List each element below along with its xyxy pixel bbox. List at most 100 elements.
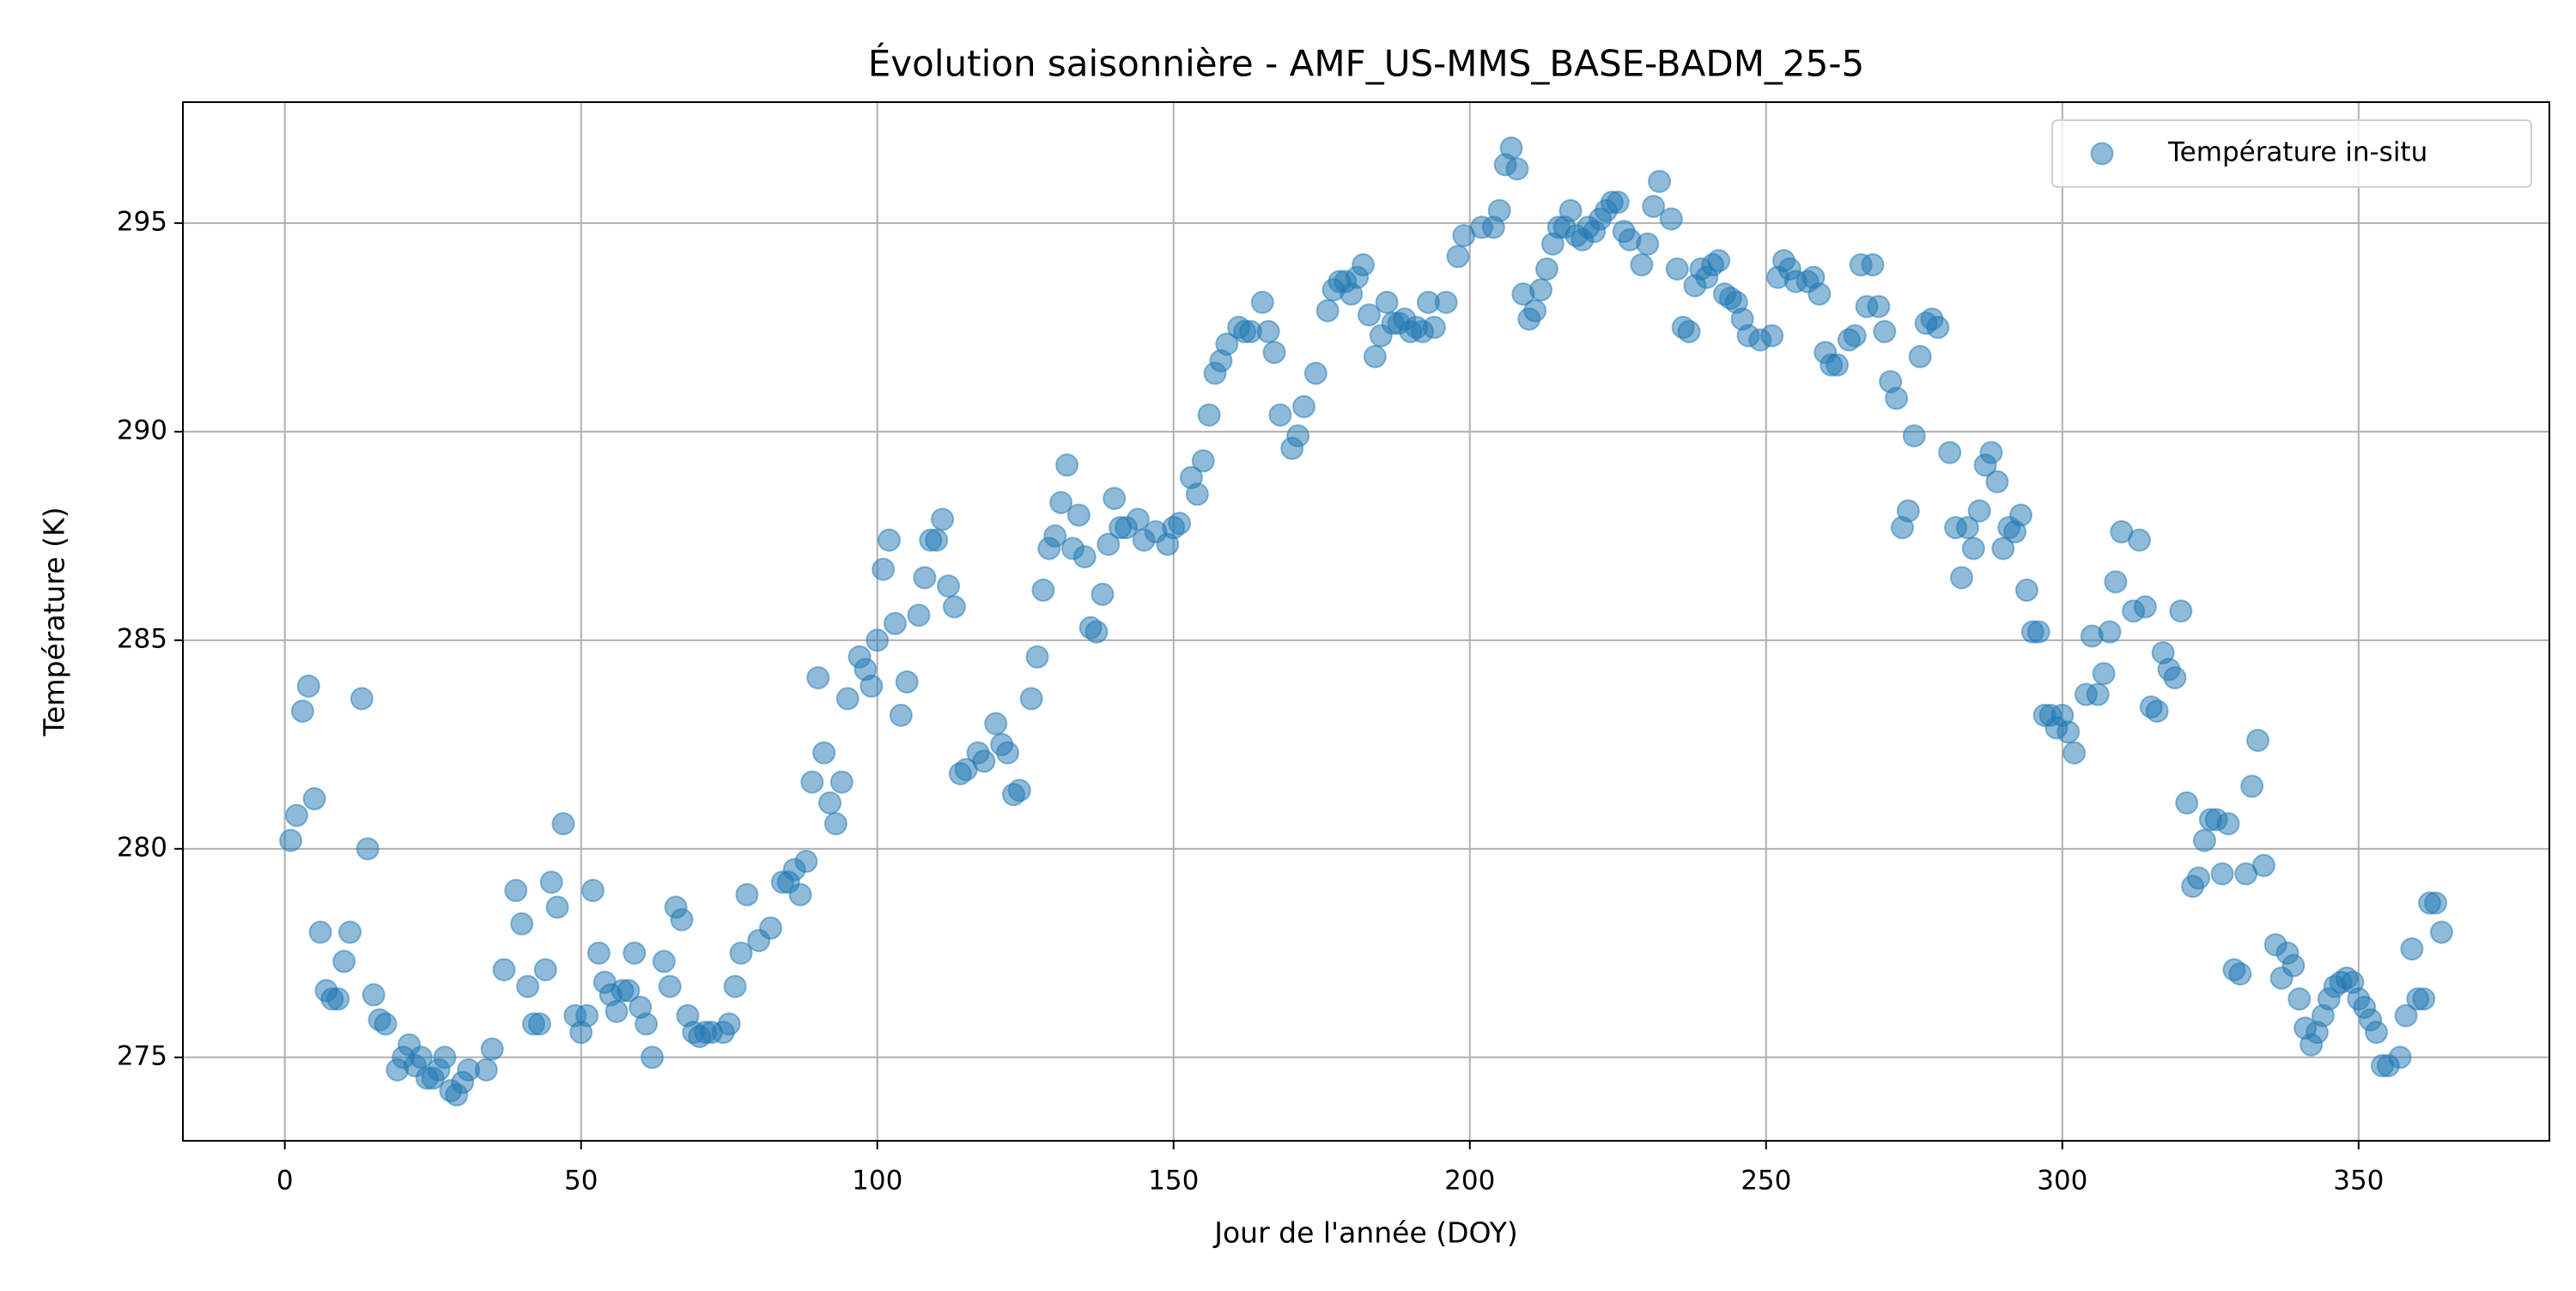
scatter-point — [806, 666, 830, 690]
scatter-point — [2086, 682, 2110, 706]
scatter-point — [2246, 728, 2270, 752]
scatter-point — [1084, 620, 1109, 644]
scatter-point — [2104, 570, 2128, 594]
scatter-point — [1066, 503, 1091, 527]
scatter-point — [996, 741, 1020, 765]
scatter-point — [931, 507, 955, 531]
x-tick-label: 300 — [2037, 1166, 2087, 1197]
scatter-point — [670, 907, 694, 931]
scatter-point — [1091, 582, 1115, 606]
scatter-point — [1949, 566, 1973, 590]
scatter-point — [308, 920, 332, 944]
scatter-point — [984, 712, 1008, 736]
scatter-point — [1375, 290, 1399, 314]
x-tick-label: 0 — [276, 1166, 294, 1197]
scatter-point — [717, 1012, 741, 1036]
scatter-point — [492, 958, 516, 982]
scatter-point — [2098, 620, 2122, 644]
scatter-point — [2127, 528, 2151, 552]
scatter-point — [2186, 866, 2210, 890]
scatter-point — [1422, 315, 1446, 339]
scatter-point — [1055, 453, 1079, 477]
scatter-point — [527, 1012, 551, 1036]
x-tick-label: 50 — [564, 1166, 598, 1197]
scatter-point — [1760, 324, 1784, 348]
scatter-point — [942, 595, 966, 619]
scatter-point — [2169, 599, 2193, 623]
scatter-point — [1256, 319, 1280, 343]
scatter-point — [1926, 315, 1950, 339]
scatter-point — [1031, 579, 1055, 603]
scatter-point — [539, 870, 563, 894]
y-tick-label: 290 — [117, 415, 167, 445]
scatter-point — [823, 812, 848, 836]
scatter-point — [658, 974, 682, 998]
scatter-point — [800, 770, 824, 794]
x-axis-label: Jour de l'année (DOY) — [1212, 1216, 1518, 1250]
scatter-point — [581, 878, 605, 902]
x-tick-label: 350 — [2333, 1166, 2384, 1197]
scatter-point — [794, 849, 818, 873]
scatter-point — [504, 878, 528, 902]
scatter-point — [623, 941, 647, 965]
scatter-point — [1979, 440, 2003, 464]
scatter-point — [1363, 344, 1387, 368]
scatter-point — [1826, 353, 1850, 377]
x-tick-label: 100 — [852, 1166, 902, 1197]
scatter-point — [1867, 294, 1891, 318]
scatter-point — [2192, 828, 2216, 852]
scatter-point — [788, 882, 812, 906]
scatter-point — [1215, 332, 1239, 356]
scatter-point — [2057, 720, 2081, 744]
scatter-point — [1292, 395, 1316, 419]
scatter-point — [1630, 253, 1654, 277]
scatter-point — [2365, 1021, 2389, 1045]
scatter-point — [2092, 662, 2116, 686]
scatter-point — [1955, 516, 1979, 540]
scatter-point — [1286, 424, 1310, 448]
scatter-point — [860, 674, 884, 698]
scatter-point — [2429, 920, 2453, 944]
scatter-point — [925, 528, 949, 552]
scatter-point — [1985, 470, 2009, 494]
scatter-point — [516, 974, 540, 998]
legend-marker — [2090, 142, 2114, 166]
scatter-point — [1049, 491, 1073, 515]
scatter-point — [2251, 853, 2275, 877]
x-tick-label: 150 — [1148, 1166, 1199, 1197]
scatter-point — [883, 611, 907, 635]
scatter-point — [474, 1058, 498, 1082]
scatter-point — [2412, 987, 2436, 1011]
scatter-point — [1487, 198, 1511, 222]
scatter-point — [1352, 253, 1376, 277]
scatter-point — [1357, 303, 1381, 327]
scatter-point — [1991, 536, 2015, 561]
scatter-point — [279, 828, 303, 852]
scatter-point — [617, 979, 641, 1003]
scatter-point — [2014, 579, 2038, 603]
scatter-point — [302, 787, 326, 811]
y-tick-label: 295 — [117, 206, 167, 237]
scatter-point — [2210, 862, 2234, 886]
scatter-point — [2287, 987, 2312, 1011]
scatter-point — [533, 958, 557, 982]
scatter-point — [1677, 319, 1701, 343]
scatter-point — [641, 1046, 665, 1070]
scatter-point — [972, 749, 996, 773]
scatter-point — [735, 882, 759, 906]
scatter-point — [829, 770, 854, 794]
scatter-point — [332, 949, 356, 973]
scatter-point — [2133, 595, 2157, 619]
scatter-point — [2163, 666, 2187, 690]
scatter-point — [2388, 1046, 2412, 1070]
scatter-point — [545, 895, 569, 919]
scatter-point — [2175, 791, 2199, 815]
scatter-point — [1303, 361, 1327, 385]
scatter-point — [1499, 136, 1523, 160]
y-tick-label: 280 — [117, 832, 167, 863]
scatter-point — [2228, 962, 2252, 986]
scatter-point — [1043, 524, 1067, 548]
scatter-point — [480, 1037, 504, 1061]
scatter-point — [652, 949, 676, 973]
